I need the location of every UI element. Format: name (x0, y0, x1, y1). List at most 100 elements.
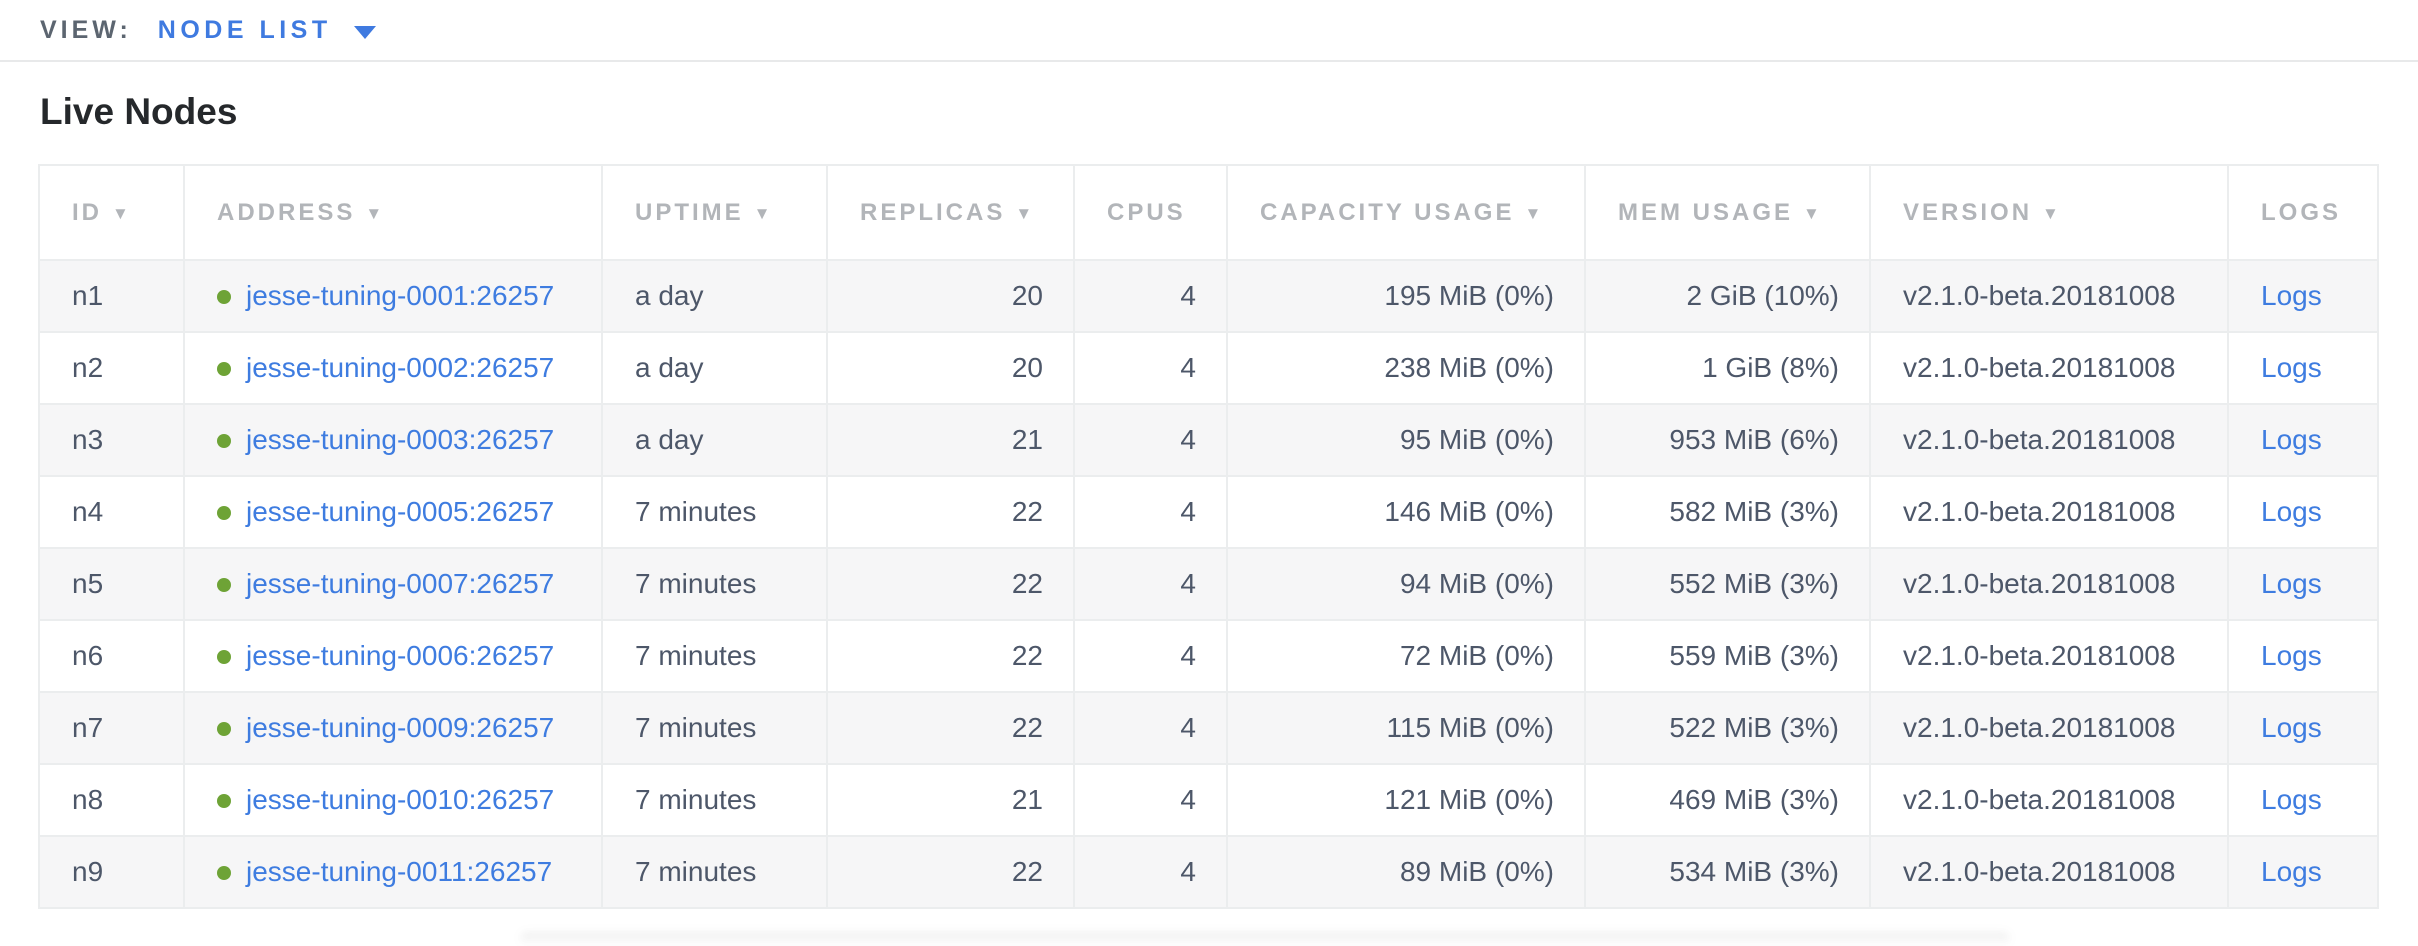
column-header-address[interactable]: ADDRESS ▼ (183, 164, 603, 261)
node-uptime-cell: 7 minutes (601, 619, 828, 693)
node-cpus-cell: 4 (1073, 475, 1228, 549)
live-status-dot-icon (217, 722, 231, 736)
logs-cell: Logs (2227, 835, 2379, 909)
node-uptime-cell: 7 minutes (601, 547, 828, 621)
view-selector[interactable]: NODE LIST (157, 15, 332, 44)
table-row: n6 jesse-tuning-0006:26257 7 minutes 22 4 72 … (38, 619, 2379, 693)
table-row: n3 jesse-tuning-0003:26257 a day 21 4 95 MiB … (38, 403, 2379, 477)
node-address-cell: jesse-tuning-0006:26257 (183, 619, 603, 693)
logs-cell: Logs (2227, 691, 2379, 765)
logs-link[interactable]: Logs (2261, 280, 2322, 311)
node-mem-cell: 552 MiB (3%) (1584, 547, 1871, 621)
node-address-link[interactable]: jesse-tuning-0003:26257 (246, 424, 555, 455)
live-nodes-table-container: ID ▼ ADDRESS ▼ UPTIME ▼ REPLICAS ▼ CPUS CAPACITY … (38, 164, 2418, 909)
node-address-link[interactable]: jesse-tuning-0006:26257 (246, 640, 555, 671)
column-header-label: ADDRESS (217, 198, 356, 226)
node-address-link[interactable]: jesse-tuning-0009:26257 (246, 712, 555, 743)
node-replicas-cell: 21 (826, 403, 1075, 477)
node-capacity-cell: 94 MiB (0%) (1226, 547, 1586, 621)
live-status-dot-icon (217, 578, 231, 592)
logs-link[interactable]: Logs (2261, 640, 2322, 671)
node-capacity-cell: 89 MiB (0%) (1226, 835, 1586, 909)
node-address-cell: jesse-tuning-0009:26257 (183, 691, 603, 765)
column-header-label: ID (72, 198, 102, 226)
node-address-cell: jesse-tuning-0001:26257 (183, 259, 603, 333)
logs-cell: Logs (2227, 403, 2379, 477)
logs-link[interactable]: Logs (2261, 568, 2322, 599)
logs-link[interactable]: Logs (2261, 784, 2322, 815)
node-version-cell: v2.1.0-beta.20181008 (1869, 475, 2229, 549)
column-header-label: UPTIME (635, 198, 744, 226)
view-label: VIEW: (40, 15, 132, 44)
node-mem-cell: 559 MiB (3%) (1584, 619, 1871, 693)
sort-desc-icon: ▼ (112, 203, 129, 223)
node-id-cell: n9 (38, 835, 185, 909)
logs-link[interactable]: Logs (2261, 496, 2322, 527)
node-replicas-cell: 22 (826, 619, 1075, 693)
node-cpus-cell: 4 (1073, 331, 1228, 405)
node-mem-cell: 534 MiB (3%) (1584, 835, 1871, 909)
logs-cell: Logs (2227, 763, 2379, 837)
node-cpus-cell: 4 (1073, 619, 1228, 693)
node-capacity-cell: 72 MiB (0%) (1226, 619, 1586, 693)
node-capacity-cell: 115 MiB (0%) (1226, 691, 1586, 765)
node-address-link[interactable]: jesse-tuning-0002:26257 (246, 352, 555, 383)
column-header-label: REPLICAS (860, 198, 1006, 226)
column-header-uptime[interactable]: UPTIME ▼ (601, 164, 828, 261)
node-cpus-cell: 4 (1073, 403, 1228, 477)
node-address-link[interactable]: jesse-tuning-0011:26257 (246, 856, 553, 887)
sort-desc-icon: ▼ (1524, 203, 1542, 223)
caret-down-icon[interactable] (353, 25, 376, 39)
node-id-cell: n6 (38, 619, 185, 693)
live-nodes-table: ID ▼ ADDRESS ▼ UPTIME ▼ REPLICAS ▼ CPUS CAPACITY … (38, 164, 2379, 909)
column-header-label: MEM USAGE (1618, 198, 1794, 226)
node-address-link[interactable]: jesse-tuning-0010:26257 (246, 784, 555, 815)
logs-link[interactable]: Logs (2261, 352, 2322, 383)
node-version-cell: v2.1.0-beta.20181008 (1869, 619, 2229, 693)
live-status-dot-icon (217, 362, 231, 376)
node-capacity-cell: 121 MiB (0%) (1226, 763, 1586, 837)
node-address-link[interactable]: jesse-tuning-0001:26257 (246, 280, 555, 311)
node-mem-cell: 522 MiB (3%) (1584, 691, 1871, 765)
column-header-mem[interactable]: MEM USAGE ▼ (1584, 164, 1871, 261)
node-cpus-cell: 4 (1073, 691, 1228, 765)
node-uptime-cell: 7 minutes (601, 835, 828, 909)
node-address-cell: jesse-tuning-0005:26257 (183, 475, 603, 549)
logs-cell: Logs (2227, 331, 2379, 405)
logs-cell: Logs (2227, 475, 2379, 549)
node-uptime-cell: a day (601, 403, 828, 477)
node-version-cell: v2.1.0-beta.20181008 (1869, 691, 2229, 765)
node-version-cell: v2.1.0-beta.20181008 (1869, 331, 2229, 405)
node-id-cell: n4 (38, 475, 185, 549)
node-version-cell: v2.1.0-beta.20181008 (1869, 763, 2229, 837)
logs-link[interactable]: Logs (2261, 856, 2322, 887)
live-status-dot-icon (217, 506, 231, 520)
table-row: n2 jesse-tuning-0002:26257 a day 20 4 238 MiB… (38, 331, 2379, 405)
node-version-cell: v2.1.0-beta.20181008 (1869, 259, 2229, 333)
column-header-replicas[interactable]: REPLICAS ▼ (826, 164, 1075, 261)
node-address-link[interactable]: jesse-tuning-0005:26257 (246, 496, 555, 527)
logs-link[interactable]: Logs (2261, 424, 2322, 455)
node-uptime-cell: 7 minutes (601, 763, 828, 837)
node-replicas-cell: 22 (826, 835, 1075, 909)
node-address-cell: jesse-tuning-0003:26257 (183, 403, 603, 477)
live-status-dot-icon (217, 866, 231, 880)
node-uptime-cell: a day (601, 331, 828, 405)
node-id-cell: n5 (38, 547, 185, 621)
node-id-cell: n1 (38, 259, 185, 333)
table-row: n4 jesse-tuning-0005:26257 7 minutes 22 4 146… (38, 475, 2379, 549)
logs-cell: Logs (2227, 547, 2379, 621)
table-header-row: ID ▼ ADDRESS ▼ UPTIME ▼ REPLICAS ▼ CPUS CAPACITY … (38, 164, 2379, 261)
node-uptime-cell: a day (601, 259, 828, 333)
live-status-dot-icon (217, 434, 231, 448)
node-replicas-cell: 22 (826, 475, 1075, 549)
column-header-id[interactable]: ID ▼ (38, 164, 185, 261)
node-address-link[interactable]: jesse-tuning-0007:26257 (246, 568, 555, 599)
node-id-cell: n2 (38, 331, 185, 405)
node-replicas-cell: 20 (826, 331, 1075, 405)
logs-link[interactable]: Logs (2261, 712, 2322, 743)
column-header-capacity[interactable]: CAPACITY USAGE ▼ (1226, 164, 1586, 261)
column-header-version[interactable]: VERSION ▼ (1869, 164, 2229, 261)
node-version-cell: v2.1.0-beta.20181008 (1869, 403, 2229, 477)
node-uptime-cell: 7 minutes (601, 475, 828, 549)
